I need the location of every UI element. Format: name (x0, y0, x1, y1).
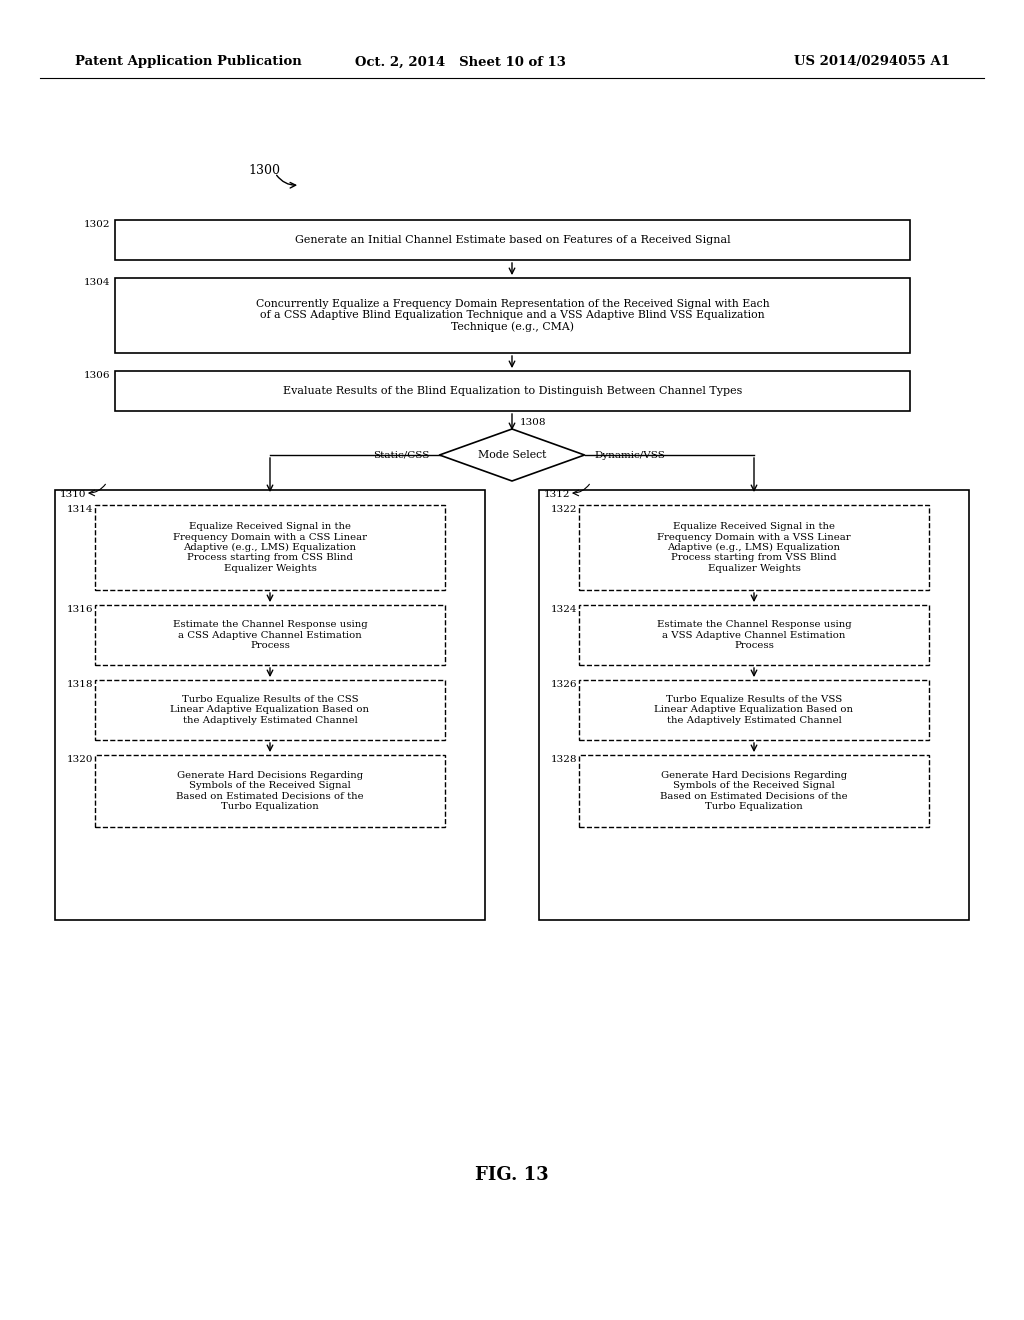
Text: FIG. 13: FIG. 13 (475, 1166, 549, 1184)
Text: 1302: 1302 (84, 220, 110, 228)
Text: 1304: 1304 (84, 279, 110, 286)
Bar (539, 490, 969, 920)
Bar (95, 755, 445, 828)
Text: 1320: 1320 (67, 755, 93, 764)
Text: Estimate the Channel Response using
a CSS Adaptive Channel Estimation
Process: Estimate the Channel Response using a CS… (173, 620, 368, 649)
Text: 1314: 1314 (67, 506, 93, 513)
Text: Oct. 2, 2014   Sheet 10 of 13: Oct. 2, 2014 Sheet 10 of 13 (354, 55, 565, 69)
Text: Patent Application Publication: Patent Application Publication (75, 55, 302, 69)
Text: 1306: 1306 (84, 371, 110, 380)
Text: Equalize Received Signal in the
Frequency Domain with a VSS Linear
Adaptive (e.g: Equalize Received Signal in the Frequenc… (657, 523, 851, 573)
Text: US 2014/0294055 A1: US 2014/0294055 A1 (794, 55, 950, 69)
Bar (95, 680, 445, 741)
Text: Generate Hard Decisions Regarding
Symbols of the Received Signal
Based on Estima: Generate Hard Decisions Regarding Symbol… (176, 771, 364, 810)
Bar (95, 605, 445, 665)
Bar (115, 220, 910, 260)
Text: Equalize Received Signal in the
Frequency Domain with a CSS Linear
Adaptive (e.g: Equalize Received Signal in the Frequenc… (173, 523, 367, 573)
Text: 1300: 1300 (248, 164, 280, 177)
Bar (95, 506, 445, 590)
Bar (115, 371, 910, 411)
Text: 1312: 1312 (544, 490, 570, 499)
Text: Estimate the Channel Response using
a VSS Adaptive Channel Estimation
Process: Estimate the Channel Response using a VS… (656, 620, 851, 649)
Bar (579, 755, 929, 828)
Text: Generate Hard Decisions Regarding
Symbols of the Received Signal
Based on Estima: Generate Hard Decisions Regarding Symbol… (660, 771, 848, 810)
Text: Dynamic/VSS: Dynamic/VSS (595, 450, 666, 459)
Text: 1308: 1308 (520, 418, 547, 426)
Text: Concurrently Equalize a Frequency Domain Representation of the Received Signal w: Concurrently Equalize a Frequency Domain… (256, 298, 769, 333)
Text: Generate an Initial Channel Estimate based on Features of a Received Signal: Generate an Initial Channel Estimate bas… (295, 235, 730, 246)
Text: 1318: 1318 (67, 680, 93, 689)
Text: Static/CSS: Static/CSS (373, 450, 429, 459)
Bar (55, 490, 485, 920)
Polygon shape (439, 429, 585, 480)
Bar (579, 605, 929, 665)
Text: 1322: 1322 (551, 506, 577, 513)
Text: 1324: 1324 (551, 605, 577, 614)
Text: Turbo Equalize Results of the VSS
Linear Adaptive Equalization Based on
the Adap: Turbo Equalize Results of the VSS Linear… (654, 696, 853, 725)
Bar (579, 506, 929, 590)
Text: Evaluate Results of the Blind Equalization to Distinguish Between Channel Types: Evaluate Results of the Blind Equalizati… (283, 385, 742, 396)
Text: 1326: 1326 (551, 680, 577, 689)
Text: Turbo Equalize Results of the CSS
Linear Adaptive Equalization Based on
the Adap: Turbo Equalize Results of the CSS Linear… (171, 696, 370, 725)
Bar (115, 279, 910, 352)
Text: 1310: 1310 (60, 490, 86, 499)
Text: 1316: 1316 (67, 605, 93, 614)
Text: Mode Select: Mode Select (478, 450, 546, 459)
Bar (579, 680, 929, 741)
Text: 1328: 1328 (551, 755, 577, 764)
